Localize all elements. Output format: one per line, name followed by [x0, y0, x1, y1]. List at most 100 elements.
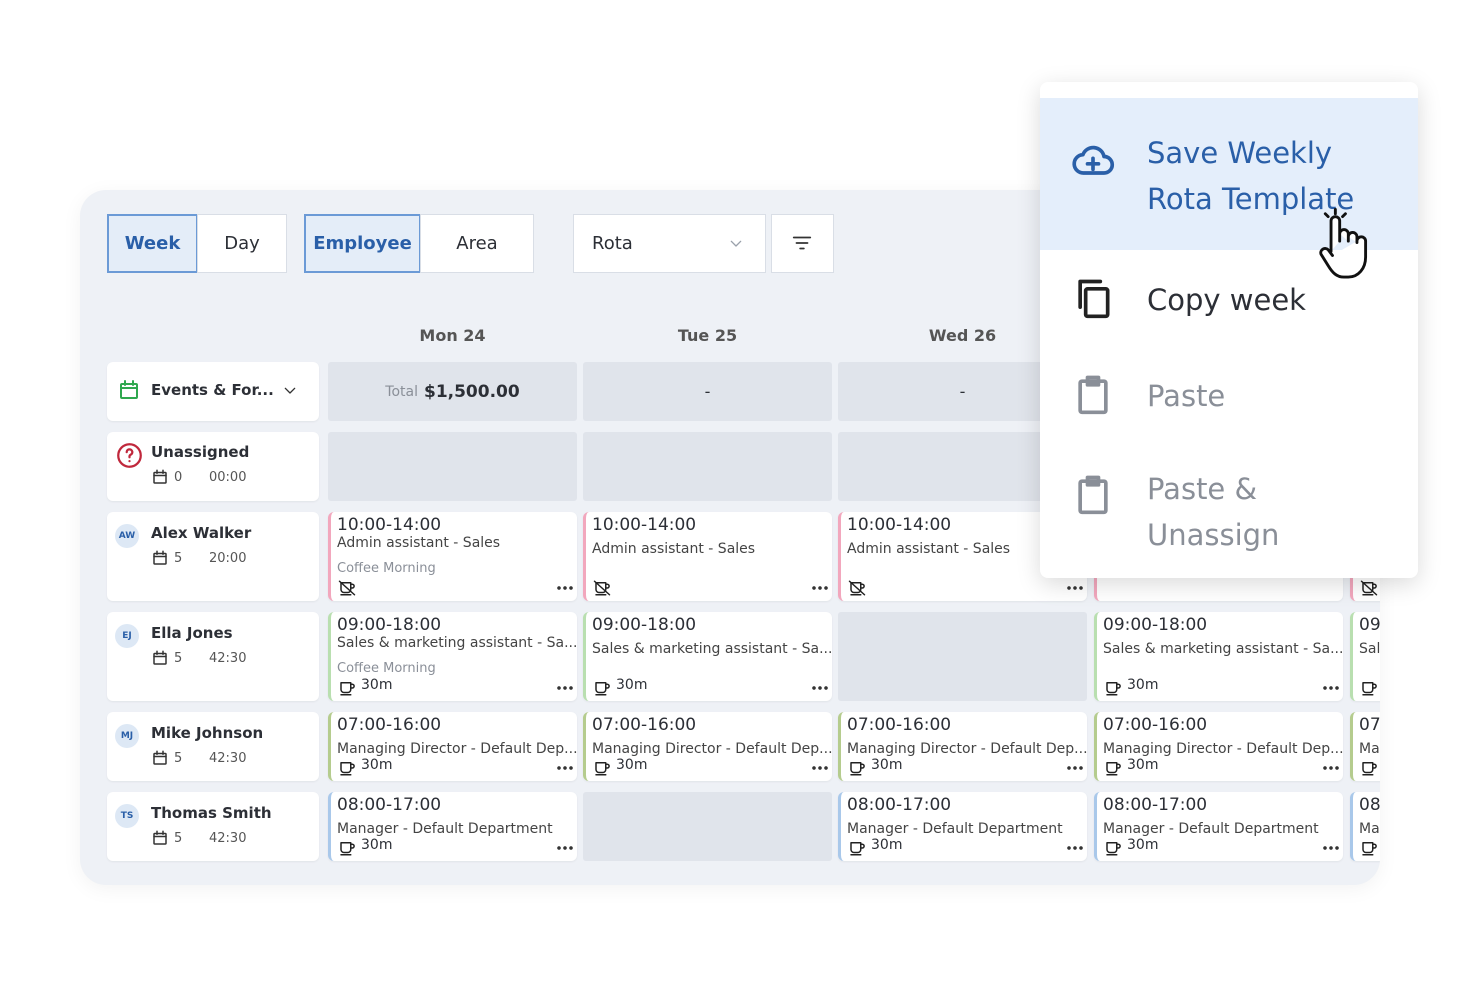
cursor-icon — [1318, 208, 1370, 280]
avatar: TS — [115, 804, 139, 828]
more-button[interactable] — [811, 686, 829, 690]
break-duration: 30m — [1127, 757, 1159, 773]
shift-time: 09:00-18:00 — [337, 615, 442, 635]
shift-card[interactable] — [838, 712, 1087, 781]
break-duration: 30m — [616, 677, 648, 693]
more-button[interactable] — [1066, 586, 1084, 590]
empty-cell — [838, 612, 1087, 701]
shift-card[interactable] — [1094, 712, 1343, 781]
shift-card[interactable] — [583, 712, 832, 781]
shift-count: 5 — [174, 751, 183, 766]
more-button[interactable] — [811, 586, 829, 590]
shift-note: Coffee Morning — [337, 661, 436, 676]
break-duration: 30m — [361, 677, 393, 693]
calendar-icon — [151, 468, 169, 486]
shift-count: 0 — [174, 470, 183, 485]
shift-time: 08 — [1359, 795, 1380, 815]
empty-cell — [583, 432, 832, 501]
break-icon — [338, 759, 356, 777]
shift-card[interactable] — [328, 612, 577, 701]
empty-cell — [583, 792, 832, 861]
break-icon — [848, 759, 866, 777]
shift-card[interactable] — [328, 792, 577, 861]
expand-icon — [281, 383, 299, 399]
more-button[interactable] — [556, 846, 574, 850]
shift-card[interactable] — [328, 712, 577, 781]
employee-card[interactable] — [107, 612, 319, 701]
tab-employee[interactable]: Employee — [304, 214, 421, 273]
events-icon — [117, 377, 141, 403]
shift-card[interactable] — [583, 612, 832, 701]
more-button[interactable] — [1322, 766, 1340, 770]
shift-card[interactable] — [1350, 612, 1380, 701]
more-button[interactable] — [811, 766, 829, 770]
hours: 00:00 — [209, 470, 247, 485]
hours: 42:30 — [209, 831, 247, 846]
shift-role: Ma — [1359, 741, 1380, 757]
menu-label: Unassign — [1147, 518, 1280, 552]
menu-item[interactable]: Save Weekly Rota Template — [1040, 98, 1418, 250]
calendar-icon — [151, 649, 169, 667]
shift-role: Managing Director - Default Dep... — [1103, 741, 1344, 757]
employee-name: Mike Johnson — [151, 724, 264, 742]
shift-role: Manager - Default Department — [1103, 821, 1319, 837]
employee-card[interactable] — [107, 712, 319, 781]
shift-time: 09:00-18:00 — [1103, 615, 1208, 635]
employee-card[interactable] — [107, 512, 319, 601]
more-button[interactable] — [556, 766, 574, 770]
menu-label: Rota Template — [1147, 182, 1355, 216]
shift-time: 09:00-18:00 — [592, 615, 697, 635]
events-card[interactable] — [107, 362, 319, 421]
menu-item[interactable]: Paste — [1040, 346, 1418, 442]
break-icon — [1104, 839, 1122, 857]
hours: 42:30 — [209, 651, 247, 666]
employee-card[interactable] — [107, 792, 319, 861]
total-label: Total — [385, 383, 418, 400]
menu-item[interactable]: Copy week — [1040, 250, 1418, 346]
break-duration: 30m — [871, 757, 903, 773]
tab-area[interactable]: Area — [420, 214, 534, 273]
more-button[interactable] — [1322, 686, 1340, 690]
shift-card[interactable] — [328, 512, 577, 601]
shift-card[interactable] — [1094, 792, 1343, 861]
shift-card[interactable] — [1094, 612, 1343, 701]
day-header: Tue 25 — [677, 326, 738, 345]
shift-time: 10:00-14:00 — [337, 515, 442, 535]
more-button[interactable] — [1066, 766, 1084, 770]
employee-name: Thomas Smith — [151, 804, 272, 822]
hours: 42:30 — [209, 751, 247, 766]
tab-day[interactable]: Day — [197, 214, 287, 273]
break-icon — [1104, 759, 1122, 777]
employee-name: Alex Walker — [151, 524, 252, 542]
events-cell: - — [583, 362, 832, 421]
more-button[interactable] — [556, 586, 574, 590]
avatar: MJ — [115, 724, 139, 748]
break-icon — [848, 839, 866, 857]
context-menu: Save Weekly Rota Template Copy week Paste Pa… — [1040, 82, 1418, 578]
shift-time: 10:00-14:00 — [592, 515, 697, 535]
break-icon — [1360, 839, 1378, 857]
break-duration: 30m — [871, 837, 903, 853]
shift-card[interactable] — [838, 792, 1087, 861]
total-value: $1,500.00 — [423, 381, 520, 402]
employee-name: Ella Jones — [151, 624, 233, 642]
break-duration: 30m — [361, 837, 393, 853]
more-button[interactable] — [1066, 846, 1084, 850]
menu-item[interactable]: Paste & Unassign — [1040, 442, 1418, 578]
calendar-icon — [151, 829, 169, 847]
tab-week[interactable]: Week — [107, 214, 198, 273]
shift-card[interactable] — [1350, 792, 1380, 861]
no-break-icon — [338, 579, 356, 597]
more-button[interactable] — [1322, 846, 1340, 850]
shift-card[interactable] — [583, 512, 832, 601]
calendar-icon — [151, 549, 169, 567]
shift-role: Sales & marketing assistant - Sa... — [337, 635, 578, 651]
menu-label: Paste — [1147, 379, 1226, 413]
break-icon — [593, 679, 611, 697]
shift-role: Admin assistant - Sales — [337, 535, 501, 551]
shift-card[interactable] — [1350, 712, 1380, 781]
break-icon — [1104, 679, 1122, 697]
more-button[interactable] — [556, 686, 574, 690]
avatar: EJ — [115, 624, 139, 648]
